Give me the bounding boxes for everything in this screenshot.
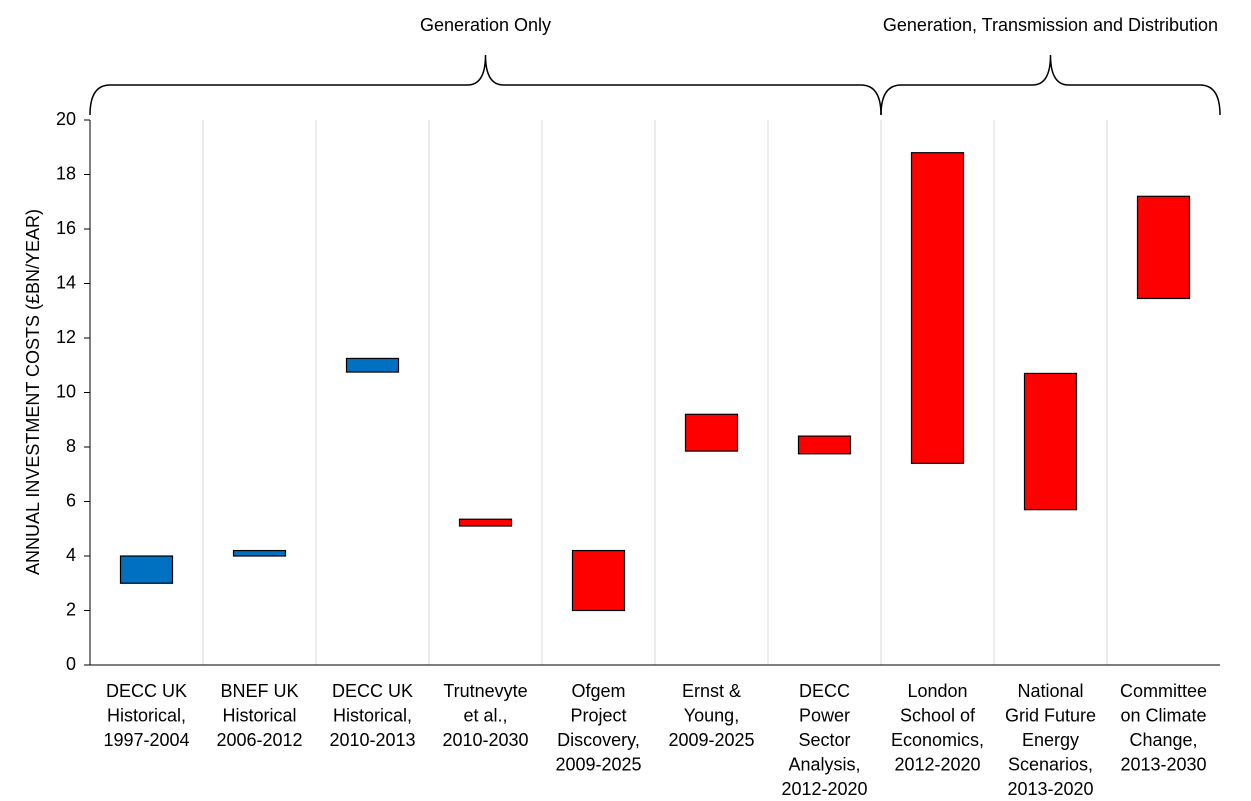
- x-tick-label: National: [1017, 681, 1083, 701]
- x-tick-label: 2006-2012: [216, 730, 302, 750]
- range-bar: [458, 518, 513, 527]
- y-tick-label: 18: [56, 163, 76, 183]
- group-bracket: [89, 54, 882, 116]
- x-tick-label: DECC: [799, 681, 850, 701]
- x-tick-label: Ernst &: [682, 681, 741, 701]
- x-tick-label: 2013-2020: [1007, 779, 1093, 799]
- x-tick-label: 2010-2030: [442, 730, 528, 750]
- y-tick-label: 6: [66, 490, 76, 510]
- range-bar: [232, 549, 287, 557]
- x-tick-label: Project: [570, 705, 626, 725]
- x-tick-label: Economics,: [891, 730, 984, 750]
- y-tick-label: 12: [56, 327, 76, 347]
- x-tick-label: 1997-2004: [103, 730, 189, 750]
- x-tick-label: Committee: [1120, 681, 1207, 701]
- y-tick-label: 16: [56, 218, 76, 238]
- x-tick-label: Power: [799, 705, 850, 725]
- group-label: Generation, Transmission and Distributio…: [883, 15, 1218, 35]
- group-bracket: [880, 54, 1221, 116]
- x-tick-label: 2010-2013: [329, 730, 415, 750]
- range-bar: [1023, 372, 1078, 511]
- x-tick-label: School of: [900, 705, 976, 725]
- y-axis-label: ANNUAL INVESTMENT COSTS (£BN/YEAR): [23, 209, 43, 575]
- x-tick-label: et al.,: [463, 705, 507, 725]
- x-tick-label: 2009-2025: [668, 730, 754, 750]
- range-bar: [119, 555, 174, 584]
- x-tick-label: Change,: [1129, 730, 1197, 750]
- x-tick-label: Sector: [798, 730, 850, 750]
- range-bar: [684, 413, 739, 452]
- x-tick-label: Historical: [222, 705, 296, 725]
- x-tick-label: DECC UK: [106, 681, 187, 701]
- x-tick-label: Historical,: [107, 705, 186, 725]
- x-tick-label: 2013-2030: [1120, 754, 1206, 774]
- x-tick-label: Ofgem: [571, 681, 625, 701]
- x-tick-label: 2009-2025: [555, 754, 641, 774]
- range-bar: [797, 435, 852, 455]
- x-tick-label: BNEF UK: [220, 681, 298, 701]
- x-tick-label: Grid Future: [1005, 705, 1096, 725]
- y-tick-label: 20: [56, 109, 76, 129]
- x-tick-label: Young,: [684, 705, 739, 725]
- x-tick-label: on Climate: [1120, 705, 1206, 725]
- y-tick-label: 14: [56, 272, 76, 292]
- range-bar: [910, 152, 965, 464]
- x-tick-label: Scenarios,: [1008, 754, 1093, 774]
- x-tick-label: DECC UK: [332, 681, 413, 701]
- range-bar: [1136, 195, 1191, 300]
- x-tick-label: Analysis,: [788, 754, 860, 774]
- x-tick-label: Discovery,: [557, 730, 640, 750]
- y-tick-label: 2: [66, 599, 76, 619]
- y-tick-label: 10: [56, 381, 76, 401]
- x-tick-label: Historical,: [333, 705, 412, 725]
- x-tick-label: Energy: [1022, 730, 1079, 750]
- x-tick-label: 2012-2020: [894, 754, 980, 774]
- y-tick-label: 4: [66, 545, 76, 565]
- group-label: Generation Only: [420, 15, 551, 35]
- y-tick-label: 8: [66, 436, 76, 456]
- x-tick-label: London: [907, 681, 967, 701]
- range-bar: [571, 549, 626, 612]
- x-tick-label: 2012-2020: [781, 779, 867, 799]
- range-bar: [345, 357, 400, 373]
- x-tick-label: Trutnevyte: [443, 681, 527, 701]
- y-tick-label: 0: [66, 654, 76, 674]
